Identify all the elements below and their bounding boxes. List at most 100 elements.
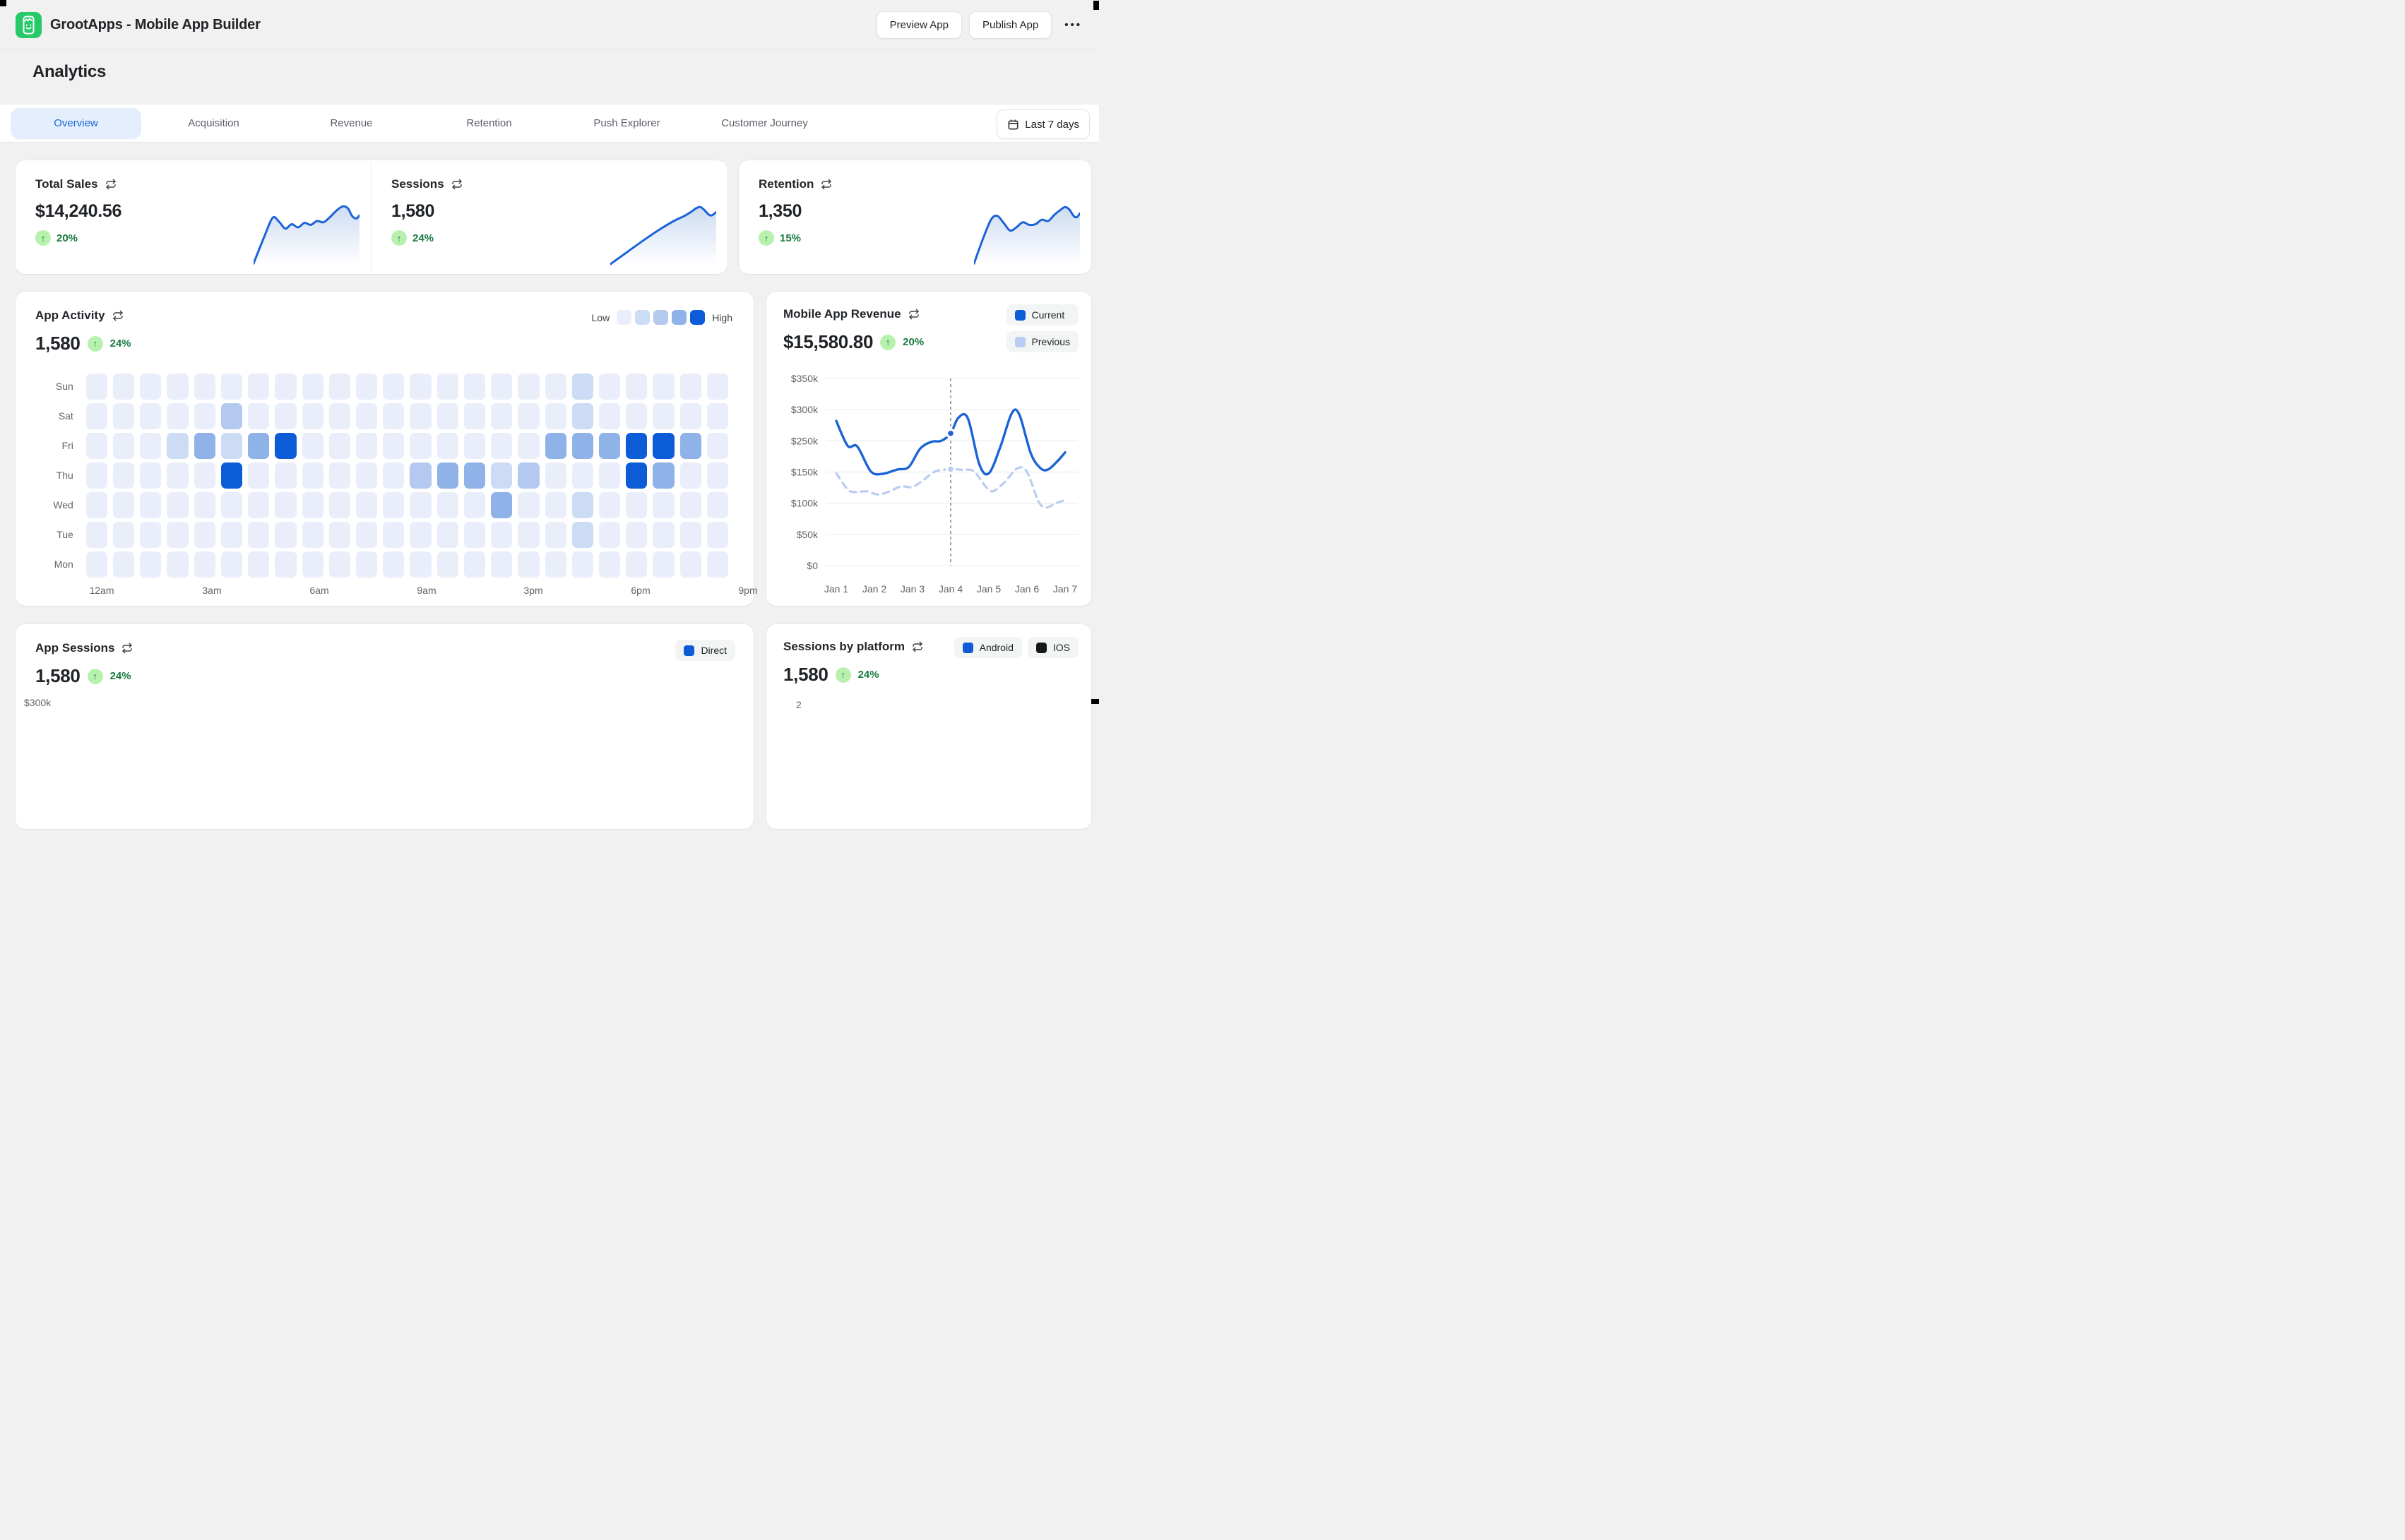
heatmap-cell bbox=[302, 521, 323, 548]
heatmap-cell bbox=[248, 491, 270, 518]
legend-current-label: Current bbox=[1031, 309, 1065, 321]
trend-up-icon: ↑ bbox=[880, 334, 896, 350]
heatmap-cell bbox=[220, 432, 243, 459]
legend-high-label: High bbox=[712, 311, 732, 323]
legend-previous[interactable]: Previous bbox=[1006, 331, 1079, 352]
refresh-icon[interactable] bbox=[121, 643, 133, 654]
heatmap-row-wed: Wed bbox=[35, 490, 734, 520]
heatmap-cell bbox=[220, 402, 243, 429]
publish-app-button[interactable]: Publish App bbox=[969, 11, 1052, 39]
heatmap-time-label: 3pm bbox=[523, 585, 543, 596]
heatmap-cell bbox=[518, 521, 540, 548]
tab-retention[interactable]: Retention bbox=[466, 117, 512, 129]
heatmap-cell bbox=[653, 432, 675, 459]
heatmap-cell bbox=[545, 521, 566, 548]
legend-current[interactable]: Current bbox=[1006, 304, 1079, 326]
tab-push-explorer[interactable]: Push Explorer bbox=[593, 117, 660, 129]
heatmap-cell bbox=[194, 521, 215, 548]
heatmap-cell bbox=[571, 373, 593, 400]
refresh-icon[interactable] bbox=[821, 179, 832, 190]
refresh-icon[interactable] bbox=[908, 309, 920, 320]
heatmap-cell bbox=[545, 551, 566, 578]
heatmap-cell bbox=[571, 521, 593, 548]
heatmap-cell bbox=[248, 521, 270, 548]
heatmap-cell bbox=[571, 432, 593, 459]
tab-customer-journey[interactable]: Customer Journey bbox=[721, 117, 808, 129]
heatmap-cell bbox=[167, 432, 189, 459]
total-sales-sparkline bbox=[254, 205, 360, 265]
svg-text:$100k: $100k bbox=[791, 498, 819, 509]
heatmap-cell bbox=[383, 432, 405, 459]
heatmap-cell bbox=[328, 462, 351, 489]
heatmap-day-label: Sat bbox=[58, 410, 73, 422]
svg-text:Jan 2: Jan 2 bbox=[862, 583, 886, 595]
heatmap-cell bbox=[383, 373, 405, 400]
heatmap-cell bbox=[140, 373, 162, 400]
app-sessions-card: App Sessions Direct 1,580 ↑ 24% $300k bbox=[16, 624, 754, 829]
refresh-icon[interactable] bbox=[105, 179, 117, 190]
heatmap-cell bbox=[706, 432, 729, 459]
more-menu-icon[interactable]: ••• bbox=[1064, 18, 1082, 31]
heatmap-cell bbox=[598, 402, 621, 429]
heatmap-cell bbox=[328, 373, 351, 400]
heatmap-cell bbox=[328, 491, 351, 518]
svg-text:Jan 1: Jan 1 bbox=[824, 583, 848, 595]
heatmap-cell bbox=[113, 551, 135, 578]
heatmap-cell bbox=[167, 551, 189, 578]
heatmap-cell bbox=[113, 521, 135, 548]
screen-artifact bbox=[1091, 699, 1099, 704]
heatmap-cell bbox=[491, 521, 513, 548]
refresh-icon[interactable] bbox=[912, 641, 923, 652]
app-activity-change: 24% bbox=[109, 338, 131, 350]
stat-title: Sessions bbox=[391, 177, 444, 191]
heatmap-day-label: Sun bbox=[55, 381, 73, 392]
app-activity-heatmap: Sun Sat Fri Thu Wed Tue Mon bbox=[35, 371, 734, 579]
heatmap-cell bbox=[463, 402, 486, 429]
heatmap-cell bbox=[626, 432, 648, 459]
legend-ios[interactable]: IOS bbox=[1027, 637, 1079, 658]
app-activity-title: App Activity bbox=[35, 309, 105, 322]
app-sessions-title: App Sessions bbox=[35, 641, 115, 655]
legend-android[interactable]: Android bbox=[954, 637, 1022, 658]
trend-up-icon: ↑ bbox=[87, 668, 103, 684]
heatmap-cell bbox=[545, 432, 566, 459]
screen-artifact bbox=[1093, 1, 1099, 10]
heatmap-cell bbox=[518, 373, 540, 400]
heatmap-cell bbox=[167, 521, 189, 548]
refresh-icon[interactable] bbox=[112, 310, 124, 321]
heatmap-time-label: 3am bbox=[202, 585, 222, 596]
heatmap-cell bbox=[140, 462, 162, 489]
heatmap-cell bbox=[113, 491, 135, 518]
legend-direct[interactable]: Direct bbox=[675, 640, 735, 661]
heatmap-cell bbox=[437, 491, 458, 518]
heatmap-cell bbox=[679, 551, 701, 578]
trend-up-icon: ↑ bbox=[391, 230, 407, 246]
heatmap-cell bbox=[518, 402, 540, 429]
heatmap-cell bbox=[85, 462, 108, 489]
heatmap-cell bbox=[248, 402, 270, 429]
heatmap-cell bbox=[383, 402, 405, 429]
heatmap-cell bbox=[598, 551, 621, 578]
heatmap-cell bbox=[248, 462, 270, 489]
heatmap-cell bbox=[437, 551, 458, 578]
preview-app-button[interactable]: Preview App bbox=[876, 11, 962, 39]
trend-up-icon: ↑ bbox=[759, 230, 774, 246]
heatmap-cell bbox=[85, 491, 108, 518]
refresh-icon[interactable] bbox=[451, 179, 463, 190]
heatmap-cell bbox=[356, 491, 378, 518]
heatmap-cell bbox=[383, 521, 405, 548]
heatmap-cell bbox=[302, 402, 323, 429]
svg-text:Jan 6: Jan 6 bbox=[1015, 583, 1039, 595]
date-range-button[interactable]: Last 7 days bbox=[997, 109, 1090, 139]
tab-revenue[interactable]: Revenue bbox=[330, 117, 373, 129]
intensity-swatches bbox=[617, 310, 706, 325]
svg-text:$300k: $300k bbox=[791, 404, 819, 415]
stat-value: $14,240.56 bbox=[35, 201, 122, 221]
tab-overview[interactable]: Overview bbox=[11, 108, 141, 139]
heatmap-day-label: Mon bbox=[54, 559, 73, 570]
heatmap-time-axis: 12am 3am 6am 9am 3pm 6pm 9pm bbox=[88, 585, 757, 600]
tab-acquisition[interactable]: Acquisition bbox=[188, 117, 239, 129]
svg-text:$0: $0 bbox=[807, 560, 818, 571]
heatmap-cell bbox=[113, 432, 135, 459]
svg-text:Jan 4: Jan 4 bbox=[939, 583, 963, 595]
